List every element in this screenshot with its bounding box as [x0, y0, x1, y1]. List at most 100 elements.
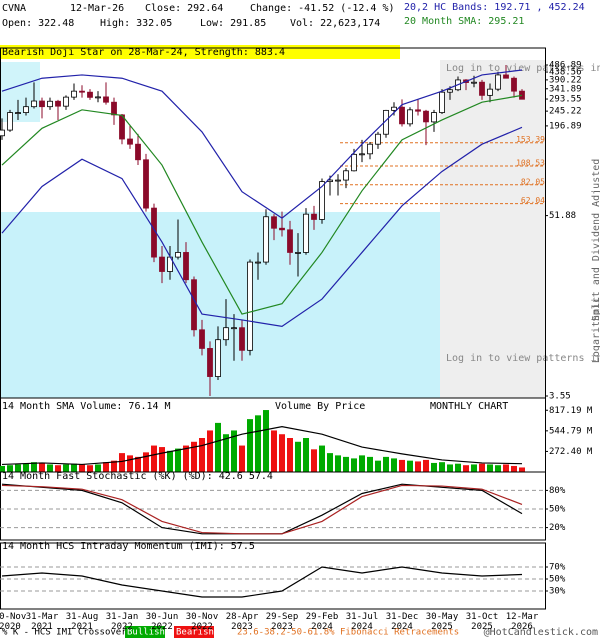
bar [239, 445, 245, 472]
bar [0, 465, 5, 472]
y-tick-label: 293.55 [549, 95, 582, 105]
candle-body [423, 110, 429, 123]
candle-body [191, 279, 197, 331]
candle-body [487, 88, 493, 96]
panel-title: 14 Month HCS Intraday Momentum (IMI): 57… [2, 541, 255, 552]
bar [143, 452, 149, 472]
legend-swatch [174, 626, 214, 638]
bar [15, 464, 21, 472]
candle-body [439, 91, 445, 113]
bar [367, 456, 373, 472]
bar [287, 438, 293, 472]
x-tick-label: 12-Mar 2026 [506, 612, 539, 632]
bar [223, 434, 229, 472]
panel-subtitle: Volume By Price [275, 401, 365, 412]
candle-body [503, 74, 509, 79]
bar [167, 450, 173, 472]
bar [511, 465, 517, 472]
y-tick-label: 51.88 [549, 211, 576, 221]
y-tick-label: 390.22 [549, 75, 582, 85]
bands: 20,2 HC Bands: 192.71 , 452.24 [404, 2, 585, 13]
candle-body [39, 100, 45, 108]
candle-body [55, 100, 61, 107]
bar [255, 415, 261, 472]
x-tick-label: 31-Dec 2024 [386, 612, 419, 632]
candle-body [31, 100, 37, 108]
panel-title: 14 Month Fast Stochastic (%K) (%D): 42.6… [2, 471, 273, 482]
candle-body [103, 96, 109, 103]
bar [175, 448, 181, 472]
x-tick-label: 30-May 2025 [426, 612, 459, 632]
footer: Bearish [176, 628, 214, 638]
bar [271, 430, 277, 472]
candle-body [0, 129, 5, 137]
candle-body [471, 81, 477, 84]
footer: 23.6-38.2-50-61.8% Fibonacci Retracement… [237, 628, 459, 638]
bar [183, 445, 189, 472]
y-tick-label: 245.22 [549, 107, 582, 117]
x-tick-label: 30-Jun 2022 [146, 612, 179, 632]
candle-body [319, 181, 325, 220]
candle-body [511, 77, 517, 92]
bar [495, 465, 501, 472]
open: Open: 322.48 [2, 18, 74, 29]
y-tick-label: 341.89 [549, 84, 582, 94]
y-tick-label: 438.56 [549, 68, 582, 78]
x-tick-label: 31-Mar 2021 [26, 612, 59, 632]
candle-body [335, 179, 341, 182]
candle-body [239, 327, 245, 351]
bar [111, 460, 117, 472]
bar [463, 465, 469, 472]
bar [447, 464, 453, 472]
y-tick-label: 30% [549, 587, 566, 597]
bar [127, 455, 133, 472]
x-tick-label: 28-Apr 2023 [226, 612, 259, 632]
candle-body [255, 261, 261, 264]
candle-body [127, 138, 133, 145]
bar [351, 458, 357, 472]
y-tick-label: 272.40 M [549, 447, 593, 457]
candle-body [247, 261, 253, 351]
fib-label: 62.04 [521, 196, 545, 205]
candle-body [207, 348, 213, 377]
candle-body [71, 90, 77, 98]
bar [279, 434, 285, 472]
line [1, 426, 523, 466]
candle-body [303, 213, 309, 253]
symbol: CVNA [2, 3, 26, 14]
candle-body [7, 112, 13, 131]
date: 12-Mar-26 [70, 3, 124, 14]
candle-body [159, 256, 165, 272]
login: Log in to view patterns in this area [446, 353, 600, 364]
y-tick-label: 80% [549, 486, 566, 496]
candle-body [79, 90, 85, 93]
bar [519, 467, 525, 472]
candle-body [479, 81, 485, 96]
y-tick-label: 486.89 [549, 61, 582, 71]
bar [327, 453, 333, 472]
y-tick-label: 544.79 M [549, 426, 593, 436]
footer: Bullish [127, 628, 165, 638]
bar [383, 456, 389, 472]
high: High: 332.05 [100, 18, 172, 29]
bar [151, 445, 157, 472]
line [1, 484, 523, 535]
candle-body [367, 143, 373, 155]
candle-body [63, 96, 69, 107]
bar [103, 462, 109, 472]
y-tick-label: 70% [549, 563, 566, 573]
candle-body [407, 109, 413, 125]
bar [479, 463, 485, 472]
x-tick-label: 31-Oct 2025 [466, 612, 499, 632]
bar [63, 464, 69, 472]
y-tick-label: 50% [549, 575, 566, 585]
bar [295, 441, 301, 472]
candle-body [135, 143, 141, 161]
bar [159, 447, 165, 472]
bar [503, 464, 509, 472]
x-tick-label: 29-Feb 2024 [306, 612, 339, 632]
bar [231, 430, 237, 472]
bar [399, 459, 405, 472]
line [1, 94, 523, 315]
